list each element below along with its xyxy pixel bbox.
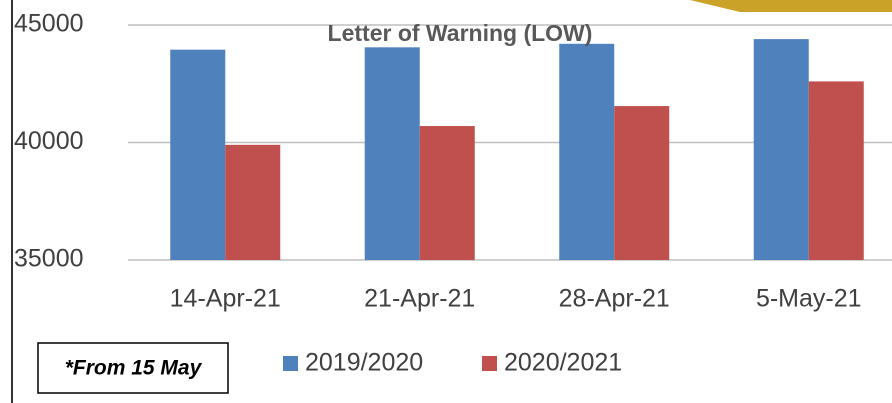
bar <box>559 43 615 260</box>
bar <box>225 144 281 260</box>
chart-title: Letter of Warning (LOW) <box>328 20 593 46</box>
note: *From 15 May <box>65 357 203 380</box>
x-tick-label: 5-May-21 <box>756 285 862 313</box>
x-tick-label: 14-Apr-21 <box>170 285 281 313</box>
y-tick-label: 35000 <box>14 245 84 273</box>
bar <box>808 81 864 261</box>
legend-label: 2020/2021 <box>504 349 622 377</box>
y-tick-label: 45000 <box>14 10 84 38</box>
legend-label: 2019/2020 <box>305 349 423 377</box>
bar <box>614 106 670 260</box>
bar <box>170 49 226 260</box>
x-tick-label: 21-Apr-21 <box>364 285 475 313</box>
decoration <box>690 0 892 12</box>
bar <box>753 39 809 260</box>
legend-swatch <box>283 356 298 371</box>
bar <box>364 47 420 261</box>
note-box <box>37 342 229 394</box>
y-tick-label: 40000 <box>14 127 84 155</box>
x-tick-label: 28-Apr-21 <box>559 285 670 313</box>
legend-swatch <box>482 356 497 371</box>
bar <box>419 126 475 260</box>
